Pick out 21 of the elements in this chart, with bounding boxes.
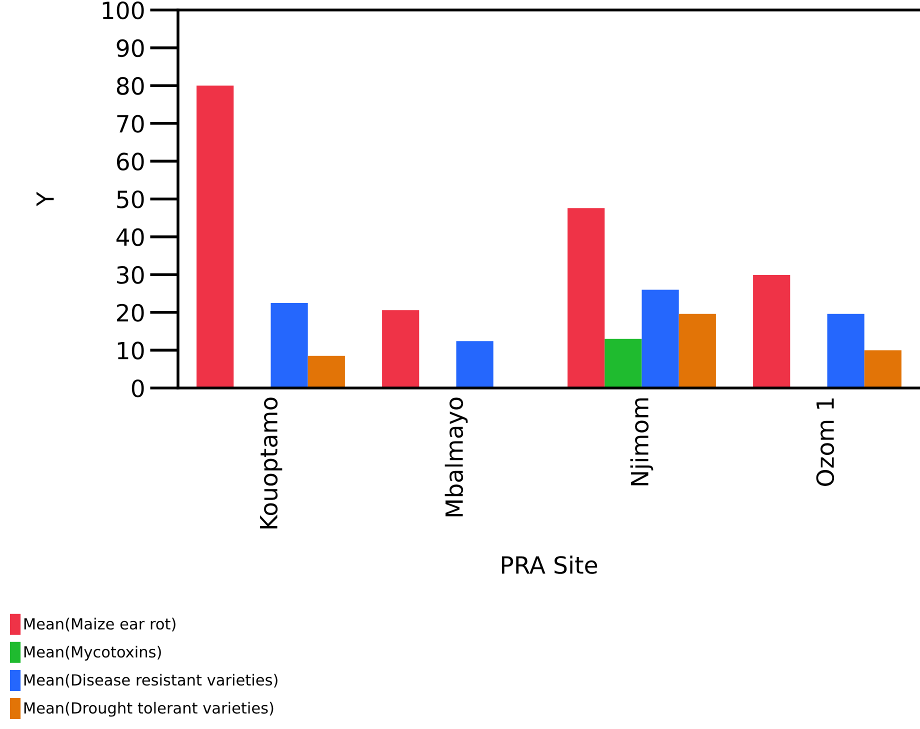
- y-tick-label: 60: [116, 152, 144, 171]
- legend-label: Mean(Disease resistant varieties): [24, 674, 278, 688]
- x-tick-label: Kouoptamo: [260, 398, 282, 528]
- y-tick-label: 0: [132, 379, 144, 398]
- y-tick-label: 80: [116, 77, 144, 95]
- y-tick-label: 50: [117, 190, 144, 208]
- y-tick-label: 90: [116, 39, 144, 58]
- y-axis-title: Y: [36, 192, 54, 206]
- x-axis-title: PRA Site: [502, 556, 598, 574]
- y-tick-label: 10: [118, 342, 144, 360]
- legend-label: Mean(Drought tolerant varieties): [24, 702, 274, 717]
- y-tick-label: 20: [117, 304, 144, 322]
- legend-label: Mean(Maize ear rot): [24, 618, 176, 632]
- legend-label: Mean(Mycotoxins): [24, 646, 161, 661]
- x-tick-label: Ozom 1: [816, 398, 834, 486]
- y-tick-label: 100: [102, 1, 144, 20]
- x-tick-label: Mbalmayo: [444, 398, 468, 516]
- x-tick-label: Njimom: [630, 398, 654, 486]
- y-tick-label: 30: [117, 266, 144, 284]
- y-tick-label: 40: [116, 228, 144, 246]
- y-tick-label: 70: [117, 114, 144, 133]
